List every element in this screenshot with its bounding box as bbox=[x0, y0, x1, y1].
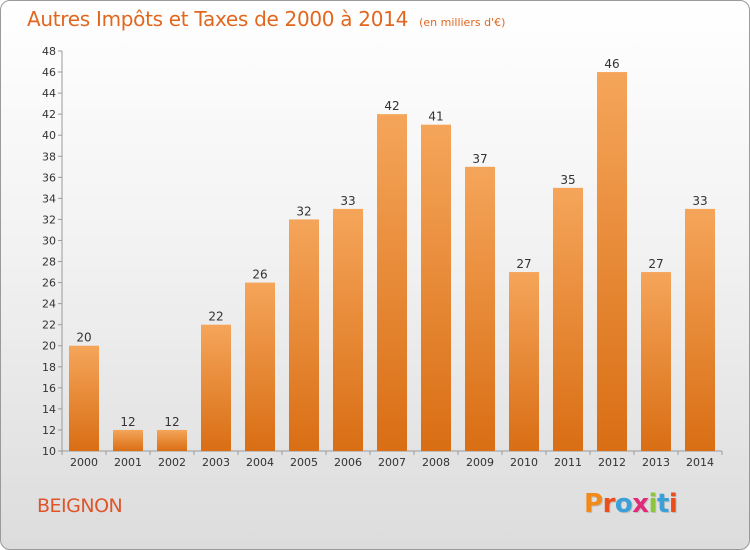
y-tick-label: 32 bbox=[42, 213, 56, 226]
y-tick-label: 30 bbox=[42, 234, 56, 247]
bar-2012 bbox=[597, 72, 627, 451]
y-tick-label: 28 bbox=[42, 256, 56, 269]
logo-letter: t bbox=[656, 489, 669, 519]
x-tick-label: 2004 bbox=[246, 456, 274, 469]
bar-2004 bbox=[245, 282, 275, 451]
y-tick-label: 48 bbox=[42, 45, 56, 58]
x-tick-label: 2007 bbox=[378, 456, 406, 469]
bars bbox=[69, 72, 715, 452]
x-tick-label: 2003 bbox=[202, 456, 230, 469]
y-tick-label: 46 bbox=[42, 66, 56, 79]
data-label-2002: 12 bbox=[164, 415, 179, 429]
x-tick-label: 2014 bbox=[686, 456, 714, 469]
y-tick-label: 10 bbox=[42, 445, 56, 458]
data-label-2006: 33 bbox=[340, 194, 355, 208]
y-tick-label: 26 bbox=[42, 277, 56, 290]
title-row: Autres Impôts et Taxes de 2000 à 2014 (e… bbox=[27, 7, 505, 31]
bar-2003 bbox=[201, 324, 231, 451]
bar-2011 bbox=[553, 187, 583, 451]
data-label-2009: 37 bbox=[472, 152, 487, 166]
x-tick-label: 2013 bbox=[642, 456, 670, 469]
y-tick-label: 36 bbox=[42, 171, 56, 184]
axes: 10 12 14 16 18 20 22 24 26 28 30 32 34 36 38 40 42 44 46 48… bbox=[42, 45, 723, 469]
data-label-2000: 20 bbox=[76, 331, 91, 345]
logo-letter: x bbox=[632, 489, 649, 519]
y-tick-label: 38 bbox=[42, 150, 56, 163]
logo-letter: i bbox=[668, 489, 678, 519]
x-tick-label: 2006 bbox=[334, 456, 362, 469]
bar-2000 bbox=[69, 345, 99, 451]
commune-name: BEIGNON bbox=[37, 495, 123, 517]
logo-letter: o bbox=[614, 489, 633, 519]
x-tick-label: 2000 bbox=[70, 456, 98, 469]
bar-2002 bbox=[157, 429, 187, 451]
data-label-2012: 46 bbox=[604, 57, 619, 71]
x-tick-label: 2010 bbox=[510, 456, 538, 469]
x-tick-label: 2011 bbox=[554, 456, 582, 469]
proxiti-logo[interactable]: Proxiti bbox=[584, 489, 678, 519]
x-tick-label: 2008 bbox=[422, 456, 450, 469]
bar-2005 bbox=[289, 219, 319, 451]
logo-letter: r bbox=[602, 489, 616, 519]
data-label-2007: 42 bbox=[384, 99, 399, 113]
y-tick-label: 14 bbox=[42, 403, 56, 416]
logo-letter: P bbox=[584, 489, 603, 519]
bar-2008 bbox=[421, 124, 451, 452]
bar-2010 bbox=[509, 272, 539, 451]
y-tick-label: 34 bbox=[42, 192, 56, 205]
logo-letter: i bbox=[648, 489, 658, 519]
bar-2006 bbox=[333, 208, 363, 451]
y-tick-label: 16 bbox=[42, 382, 56, 395]
data-label-2013: 27 bbox=[648, 257, 663, 271]
y-tick-label: 24 bbox=[42, 298, 56, 311]
x-tick-label: 2009 bbox=[466, 456, 494, 469]
chart-subtitle: (en milliers d'€) bbox=[419, 16, 506, 29]
data-label-2008: 41 bbox=[428, 110, 443, 124]
y-tick-label: 40 bbox=[42, 129, 56, 142]
bar-2009 bbox=[465, 166, 495, 451]
x-tick-label: 2002 bbox=[158, 456, 186, 469]
data-label-2003: 22 bbox=[208, 310, 223, 324]
x-tick-label: 2005 bbox=[290, 456, 318, 469]
data-label-2010: 27 bbox=[516, 257, 531, 271]
y-tick-label: 20 bbox=[42, 340, 56, 353]
y-tick-label: 22 bbox=[42, 319, 56, 332]
bar-2001 bbox=[113, 429, 143, 451]
bar-2013 bbox=[641, 272, 671, 451]
bar-2014 bbox=[685, 208, 715, 451]
data-label-2004: 26 bbox=[252, 268, 267, 282]
data-label-2014: 33 bbox=[692, 194, 707, 208]
y-tick-label: 18 bbox=[42, 361, 56, 374]
y-tick-label: 12 bbox=[42, 424, 56, 437]
chart-title: Autres Impôts et Taxes de 2000 à 2014 bbox=[27, 7, 408, 31]
y-tick-label: 44 bbox=[42, 87, 56, 100]
bar-2007 bbox=[377, 114, 407, 451]
data-label-2005: 32 bbox=[296, 204, 311, 218]
y-tick-label: 42 bbox=[42, 108, 56, 121]
data-label-2011: 35 bbox=[560, 173, 575, 187]
x-tick-label: 2012 bbox=[598, 456, 626, 469]
x-tick-label: 2001 bbox=[114, 456, 142, 469]
data-label-2001: 12 bbox=[120, 415, 135, 429]
data-labels: 20 12 12 22 26 32 33 42 41 37 27 35 46 27 33 bbox=[76, 57, 707, 429]
